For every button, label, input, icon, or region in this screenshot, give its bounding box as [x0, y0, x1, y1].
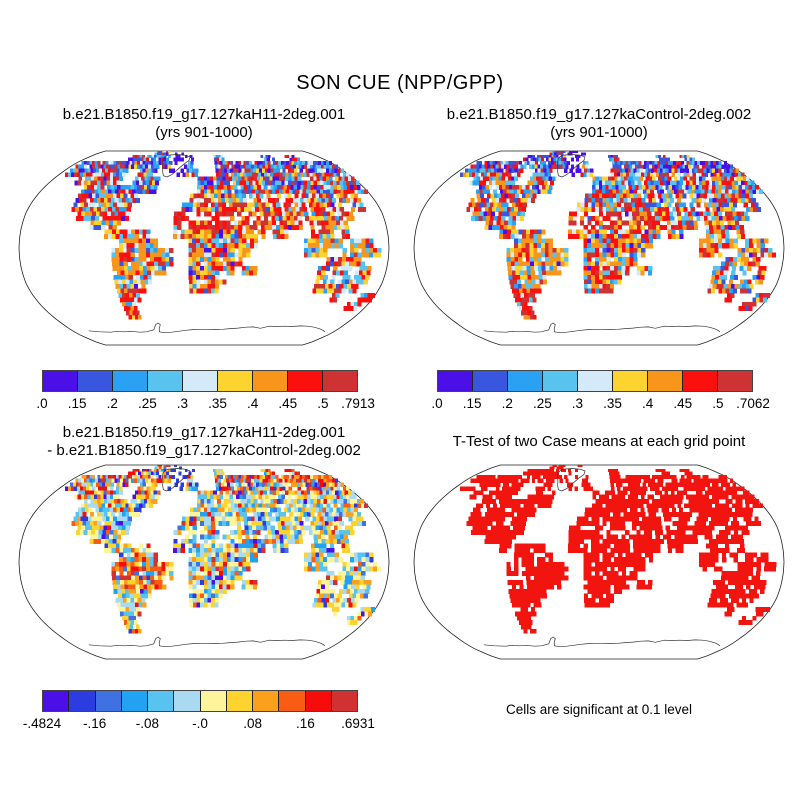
- colorbar-segment: [68, 691, 95, 711]
- colorbar-segment: [43, 691, 69, 711]
- projection-outline: [413, 150, 785, 346]
- map-panel-case2: [413, 150, 785, 346]
- colorbar-tick-label: .16: [295, 716, 315, 731]
- colorbar-segment: [94, 691, 121, 711]
- map-panel-difference: [18, 464, 390, 660]
- colorbar-segment: [647, 371, 682, 391]
- antarctica-coastline: [88, 322, 326, 334]
- colorbar-segment: [542, 371, 577, 391]
- colorbar-segment: [112, 371, 147, 391]
- colorbar-tick-label: .4: [247, 396, 259, 411]
- colorbar-tick-label: .25: [532, 396, 552, 411]
- colorbar-segment: [77, 371, 112, 391]
- colorbar-tick-label: .25: [137, 396, 157, 411]
- colorbar-tick-label: .3: [176, 396, 189, 411]
- colorbar-segment: [287, 371, 322, 391]
- colorbar-tick-label: .5: [712, 396, 724, 411]
- colorbar-segment: [217, 371, 252, 391]
- projection-outline: [18, 464, 390, 660]
- colorbar-segment: [304, 691, 331, 711]
- antarctica-coastline: [88, 636, 326, 648]
- colorbar-segment: [682, 371, 717, 391]
- colorbar-tick-label: .35: [603, 396, 622, 411]
- colorbar-tick-label: .5: [317, 396, 329, 411]
- colorbar-segment: [147, 691, 174, 711]
- colorbar-segment: [147, 371, 182, 391]
- colorbar-segment: [199, 691, 226, 711]
- colorbar-case1: .0 .15 .2 .25 .3 .35 .4 .45 .5 .7913: [36, 370, 375, 411]
- colorbar-tick-label: .15: [67, 396, 87, 411]
- colorbar-tick-label: -.08: [135, 716, 159, 731]
- panel1-title-line2: (yrs 901-1000): [155, 124, 253, 141]
- greenland-coastline: [557, 154, 586, 178]
- colorbar-segment: [120, 691, 147, 711]
- colorbar-segments: [437, 370, 753, 392]
- panel3-title-line1: b.e21.B1850.f19_g17.127kaH11-2deg.001: [62, 424, 346, 441]
- antarctica-coastline: [483, 636, 721, 648]
- colorbar-tick-label: .7062: [736, 396, 770, 411]
- colorbar-segment: [173, 691, 200, 711]
- colorbar-segment: [252, 371, 287, 391]
- significance-caption: Cells are significant at 0.1 level: [505, 702, 693, 717]
- land-cells-layer: [459, 464, 777, 634]
- figure-title: SON CUE (NPP/GPP): [296, 72, 504, 94]
- colorbar-segment: [43, 371, 77, 391]
- map-panel-ttest: [413, 464, 785, 660]
- colorbar-segment: [717, 371, 752, 391]
- colorbar-tick-label: -.0: [192, 716, 208, 731]
- land-cells-layer: [64, 464, 382, 634]
- greenland-coastline: [557, 468, 586, 492]
- colorbar-segment: [322, 371, 357, 391]
- land-cells-layer: [459, 150, 777, 320]
- colorbar-tick-label: .7913: [341, 396, 375, 411]
- projection-outline: [413, 464, 785, 660]
- colorbar-segment: [225, 691, 252, 711]
- colorbar-tick-label: .45: [673, 396, 693, 411]
- greenland-coastline: [162, 468, 191, 492]
- colorbar-segments: [42, 370, 358, 392]
- colorbar-segment: [182, 371, 217, 391]
- colorbar-segments: [42, 690, 358, 712]
- colorbar-tick-label: .15: [462, 396, 482, 411]
- colorbar-case2: .0 .15 .2 .25 .3 .35 .4 .45 .5 .7062: [431, 370, 770, 411]
- colorbar-segment: [438, 371, 472, 391]
- panel2-title-line1: b.e21.B1850.f19_g17.127kaControl-2deg.00…: [446, 106, 752, 123]
- antarctica-coastline: [483, 322, 721, 334]
- colorbar-tick-label: .2: [501, 396, 513, 411]
- colorbar-tick-label: .4: [642, 396, 654, 411]
- panel1-title-line1: b.e21.B1850.f19_g17.127kaH11-2deg.001: [62, 106, 346, 123]
- colorbar-tick-label: .0: [36, 396, 48, 411]
- colorbar-segment: [577, 371, 612, 391]
- colorbar-difference: -.4824 -.16 -.08 -.0 .08 .16 .6931: [23, 690, 375, 731]
- colorbar-tick-label: .45: [278, 396, 298, 411]
- colorbar-segment: [278, 691, 305, 711]
- panel4-title: T-Test of two Case means at each grid po…: [452, 433, 746, 450]
- colorbar-tick-label: .35: [208, 396, 227, 411]
- colorbar-tick-label: .2: [106, 396, 118, 411]
- colorbar-segment: [507, 371, 542, 391]
- greenland-coastline: [162, 154, 191, 178]
- colorbar-segment: [252, 691, 279, 711]
- panel3-title-line2: - b.e21.B1850.f19_g17.127kaControl-2deg.…: [47, 442, 361, 459]
- panel2-title-line2: (yrs 901-1000): [550, 124, 648, 141]
- projection-outline: [18, 150, 390, 346]
- colorbar-tick-label: .08: [243, 716, 263, 731]
- land-cells-layer: [64, 150, 382, 320]
- colorbar-tick-label: .3: [571, 396, 584, 411]
- colorbar-tick-label: -.16: [83, 716, 107, 731]
- colorbar-segment: [330, 691, 357, 711]
- colorbar-tick-label: .0: [431, 396, 443, 411]
- colorbar-tick-label: -.4824: [22, 716, 62, 731]
- colorbar-tick-label: .6931: [341, 716, 375, 731]
- colorbar-segment: [612, 371, 647, 391]
- colorbar-segment: [472, 371, 507, 391]
- map-panel-case1: [18, 150, 390, 346]
